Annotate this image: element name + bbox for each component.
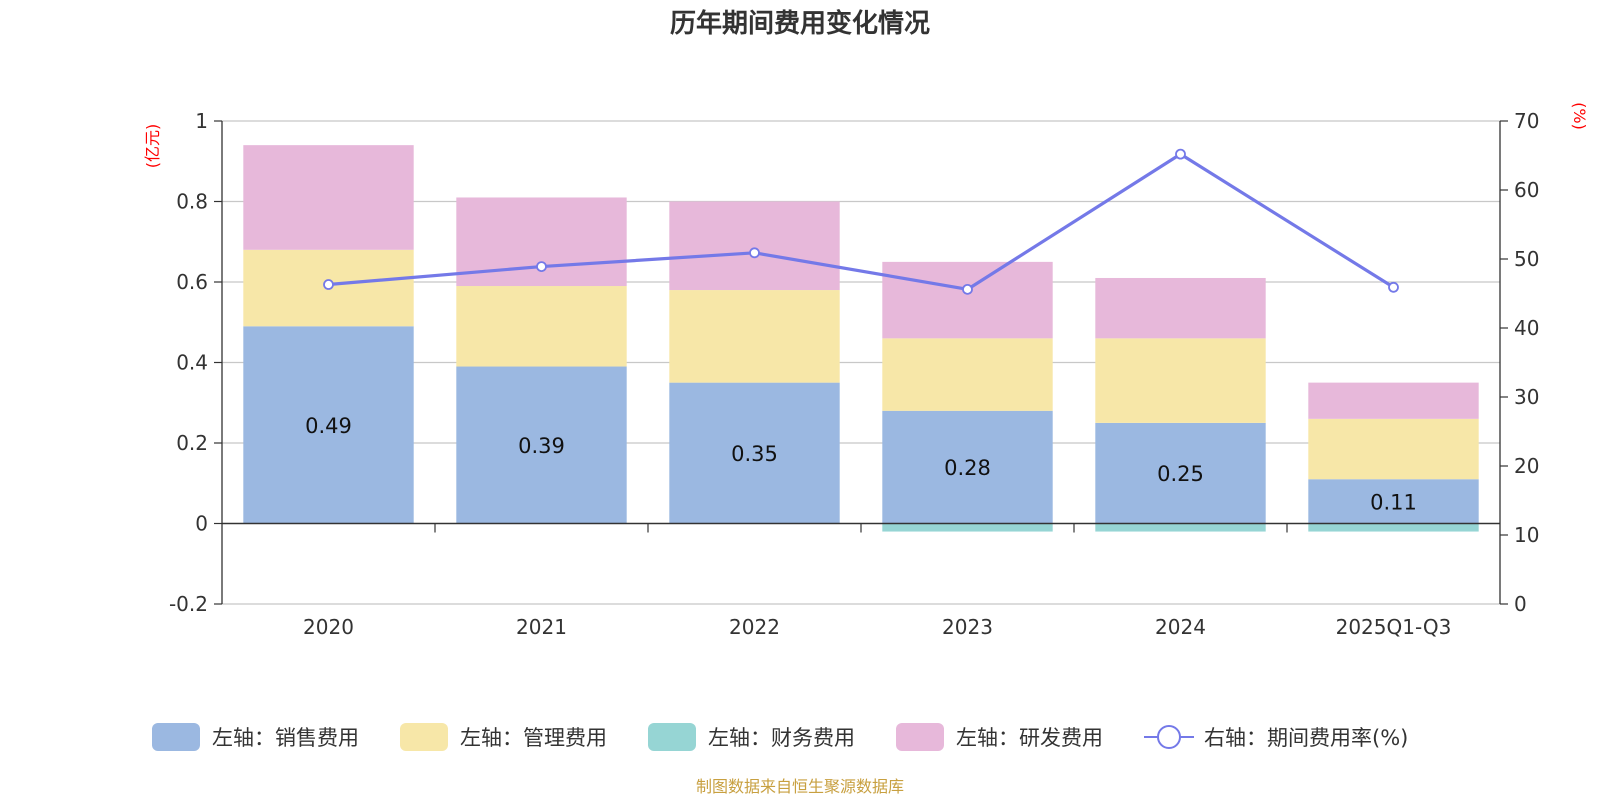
legend-swatch — [152, 723, 200, 751]
grid-lines — [222, 120, 1500, 605]
bar-value-label: 0.28 — [944, 456, 991, 480]
legend-swatch — [400, 723, 448, 751]
legend-label: 左轴：财务费用 — [708, 726, 855, 750]
bar-segment — [1095, 277, 1266, 339]
rate-point — [962, 283, 973, 295]
legend-label: 右轴：期间费用率(%) — [1204, 726, 1408, 750]
category-label: 2020 — [303, 615, 354, 639]
bar-segment — [1095, 338, 1266, 423]
bars — [243, 145, 1479, 532]
rate-point — [749, 247, 760, 259]
right-axis-tick-label: 60 — [1514, 178, 1539, 202]
rate-point — [1175, 148, 1186, 160]
bar-segment — [1095, 523, 1266, 532]
legend-line-marker — [1157, 725, 1181, 749]
bar-segment — [882, 261, 1053, 339]
bar-segment — [882, 338, 1053, 411]
left-axis-tick-label: 1 — [195, 109, 208, 133]
rate-point — [536, 261, 547, 272]
right-axis-unit: (%) — [1570, 102, 1589, 130]
bar-segment — [1308, 479, 1479, 524]
bar-segment — [243, 145, 414, 250]
source-note: 制图数据来自恒生聚源数据库 — [696, 777, 904, 796]
bar-segment — [1095, 422, 1266, 524]
legend-swatch — [648, 723, 696, 751]
right-axis-tick-label: 40 — [1514, 316, 1539, 340]
left-axis-tick-label: 0.4 — [176, 351, 208, 375]
left-axis-tick-label: 0 — [195, 512, 208, 536]
right-axis-tick-label: 50 — [1514, 247, 1539, 271]
bar-segment — [1308, 382, 1479, 419]
right-axis-tick-label: 0 — [1514, 592, 1527, 616]
bar-value-label: 0.11 — [1370, 490, 1417, 514]
bar-segment — [456, 286, 627, 367]
legend: 左轴：销售费用 左轴：管理费用 左轴：财务费用 左轴：研发费用 右轴：期间费用率(%) — [152, 723, 1408, 751]
left-axis-tick-label: 0.2 — [176, 431, 208, 455]
right-axis-tick-label: 70 — [1514, 109, 1539, 133]
rate-point — [1388, 281, 1399, 293]
bar-segment — [456, 366, 627, 524]
bar-segment — [669, 201, 840, 291]
bar-value-label: 0.25 — [1157, 462, 1204, 486]
legend-swatch — [896, 723, 944, 751]
bar-segment — [1308, 523, 1479, 532]
bar-segment — [882, 410, 1053, 524]
legend-label: 左轴：研发费用 — [956, 726, 1103, 750]
rate-line-path — [328, 152, 1395, 291]
category-label: 2021 — [516, 615, 567, 639]
right-axis-tick-label: 30 — [1514, 385, 1539, 409]
right-axis-tick-label: 20 — [1514, 454, 1539, 478]
category-label: 2024 — [1155, 615, 1206, 639]
bar-value-label: 0.39 — [518, 434, 565, 458]
rate-line — [323, 148, 1399, 295]
bar-segment — [1308, 418, 1479, 480]
bar-segment — [669, 290, 840, 383]
right-axis-tick-label: 10 — [1514, 523, 1539, 547]
category-label: 2023 — [942, 615, 993, 639]
left-axis-tick-label: -0.2 — [169, 592, 208, 616]
chart-title: 历年期间费用变化情况 — [670, 8, 930, 39]
bar-value-label: 0.35 — [731, 442, 778, 466]
left-axis-tick-label: 0.8 — [176, 190, 208, 214]
rate-point — [323, 279, 334, 290]
bar-segment — [669, 382, 840, 524]
bar-value-label: 0.49 — [305, 414, 352, 438]
legend-label: 左轴：销售费用 — [212, 726, 359, 750]
category-label: 2025Q1-Q3 — [1336, 615, 1452, 639]
bar-segment — [243, 326, 414, 524]
left-axis-tick-label: 0.6 — [176, 270, 208, 294]
data-labels: 0.49 0.39 0.35 0.28 0.25 0.11 — [305, 414, 1417, 514]
category-label: 2022 — [729, 615, 780, 639]
legend-label: 左轴：管理费用 — [460, 726, 607, 750]
bar-segment — [882, 523, 1053, 532]
left-axis-unit: (亿元) — [143, 124, 162, 169]
